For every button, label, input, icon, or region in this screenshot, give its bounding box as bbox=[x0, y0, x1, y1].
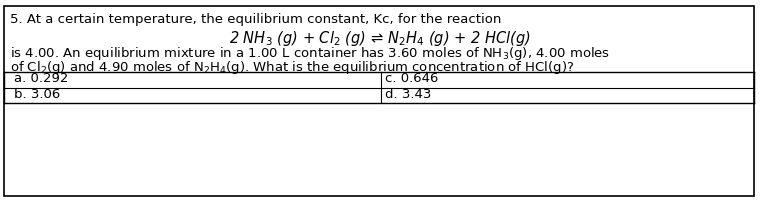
Text: is 4.00. An equilibrium mixture in a 1.00 L container has 3.60 moles of NH$_3$(g: is 4.00. An equilibrium mixture in a 1.0… bbox=[10, 45, 610, 62]
Text: 2 NH$_3$ (g) + Cl$_2$ (g) ⇌ N$_2$H$_4$ (g) + 2 HCl(g): 2 NH$_3$ (g) + Cl$_2$ (g) ⇌ N$_2$H$_4$ (… bbox=[230, 29, 530, 48]
Text: 5. At a certain temperature, the equilibrium constant, Kc, for the reaction: 5. At a certain temperature, the equilib… bbox=[10, 13, 502, 26]
Text: d. 3.43: d. 3.43 bbox=[385, 88, 432, 101]
Text: of Cl$_2$(g) and 4.90 moles of N$_2$H$_4$(g). What is the equilibrium concentrat: of Cl$_2$(g) and 4.90 moles of N$_2$H$_4… bbox=[10, 59, 575, 76]
Text: a. 0.292: a. 0.292 bbox=[14, 72, 68, 86]
Text: c. 0.646: c. 0.646 bbox=[385, 72, 439, 86]
Text: b. 3.06: b. 3.06 bbox=[14, 88, 60, 101]
